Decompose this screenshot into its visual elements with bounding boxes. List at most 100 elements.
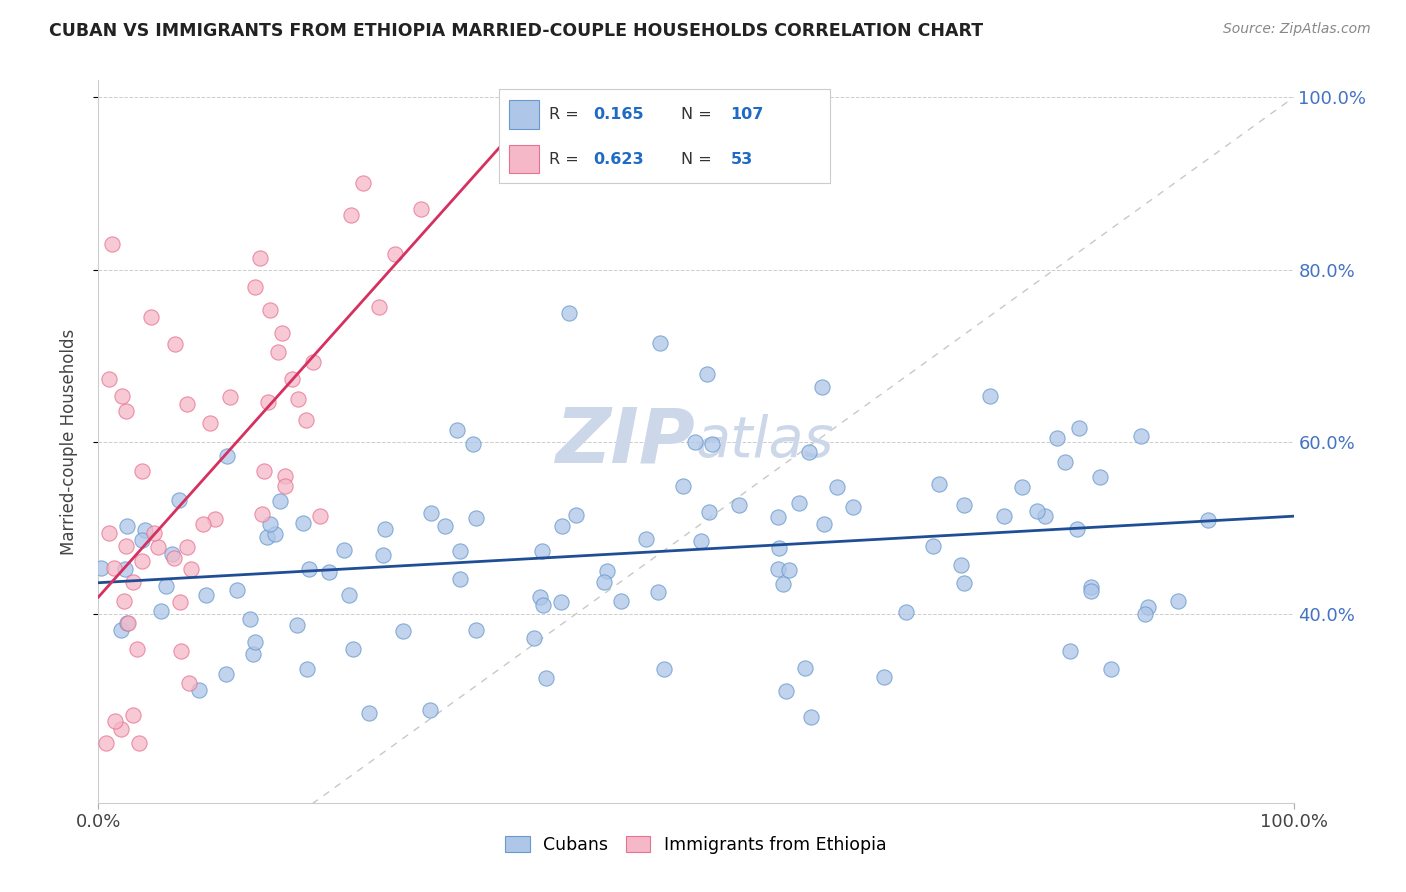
Text: 0.623: 0.623: [593, 152, 644, 167]
Text: atlas: atlas: [696, 414, 835, 469]
Point: [794, 661, 817, 675]
Point: [179, 675, 201, 690]
Point: [245, 635, 267, 649]
Point: [256, 530, 278, 544]
Text: R =: R =: [548, 152, 578, 167]
Point: [352, 177, 374, 191]
Point: [775, 683, 797, 698]
Point: [523, 631, 546, 645]
Point: [953, 498, 976, 512]
Point: [565, 508, 588, 523]
Point: [647, 584, 669, 599]
Point: [672, 479, 695, 493]
Text: CUBAN VS IMMIGRANTS FROM ETHIOPIA MARRIED-COUPLE HOUSEHOLDS CORRELATION CHART: CUBAN VS IMMIGRANTS FROM ETHIOPIA MARRIE…: [49, 22, 983, 40]
Point: [371, 548, 394, 562]
Point: [122, 708, 145, 723]
Point: [1137, 600, 1160, 615]
Point: [114, 561, 136, 575]
Point: [274, 469, 297, 483]
Point: [873, 670, 896, 684]
Point: [281, 372, 304, 386]
Point: [225, 582, 247, 597]
Point: [993, 508, 1015, 523]
Point: [950, 558, 973, 573]
Text: Source: ZipAtlas.com: Source: ZipAtlas.com: [1223, 22, 1371, 37]
Point: [952, 576, 974, 591]
Text: R =: R =: [548, 107, 578, 122]
FancyBboxPatch shape: [509, 101, 538, 128]
Point: [269, 494, 291, 508]
Point: [297, 562, 319, 576]
Point: [1059, 643, 1081, 657]
Point: [1099, 662, 1122, 676]
Point: [193, 516, 215, 531]
Point: [333, 543, 356, 558]
Point: [242, 647, 264, 661]
Point: [110, 623, 132, 637]
Point: [685, 435, 707, 450]
Point: [636, 532, 658, 546]
Point: [411, 202, 433, 217]
Point: [249, 251, 271, 265]
Point: [1054, 455, 1077, 469]
Point: [167, 492, 190, 507]
Point: [922, 539, 945, 553]
Point: [131, 533, 153, 548]
Point: [155, 579, 177, 593]
Point: [551, 518, 574, 533]
Point: [163, 336, 186, 351]
Point: [1069, 420, 1091, 434]
Point: [800, 710, 823, 724]
Point: [558, 305, 581, 319]
Point: [374, 522, 396, 536]
Point: [131, 464, 153, 478]
Point: [699, 504, 721, 518]
Point: [392, 624, 415, 639]
Point: [1167, 594, 1189, 608]
Point: [287, 392, 309, 406]
Point: [98, 526, 121, 541]
Point: [134, 523, 156, 537]
Point: [100, 236, 122, 251]
Point: [180, 562, 202, 576]
Point: [827, 480, 849, 494]
Point: [252, 463, 274, 477]
Point: [1011, 480, 1033, 494]
Point: [789, 496, 811, 510]
Point: [117, 615, 139, 630]
Point: [842, 500, 865, 514]
Point: [170, 644, 193, 658]
Point: [690, 533, 713, 548]
Point: [115, 404, 138, 418]
Point: [449, 572, 471, 586]
Point: [768, 541, 790, 556]
Point: [894, 605, 917, 619]
Point: [357, 706, 380, 720]
Point: [215, 667, 238, 681]
Point: [337, 588, 360, 602]
Point: [122, 574, 145, 589]
Text: ZIP: ZIP: [557, 405, 696, 478]
Point: [90, 561, 112, 575]
Point: [250, 507, 273, 521]
Point: [1080, 583, 1102, 598]
Point: [204, 512, 226, 526]
Point: [271, 326, 294, 340]
Point: [257, 394, 280, 409]
Point: [198, 416, 221, 430]
Point: [384, 247, 406, 261]
Point: [110, 722, 132, 736]
Point: [1197, 513, 1219, 527]
Point: [115, 615, 138, 630]
Point: [243, 279, 266, 293]
Point: [529, 590, 551, 604]
Point: [368, 301, 391, 315]
Point: [149, 603, 172, 617]
Point: [728, 499, 751, 513]
Point: [434, 518, 457, 533]
Point: [274, 479, 297, 493]
Text: 53: 53: [731, 152, 752, 167]
Point: [163, 551, 186, 566]
Text: N =: N =: [681, 107, 711, 122]
Point: [772, 577, 794, 591]
